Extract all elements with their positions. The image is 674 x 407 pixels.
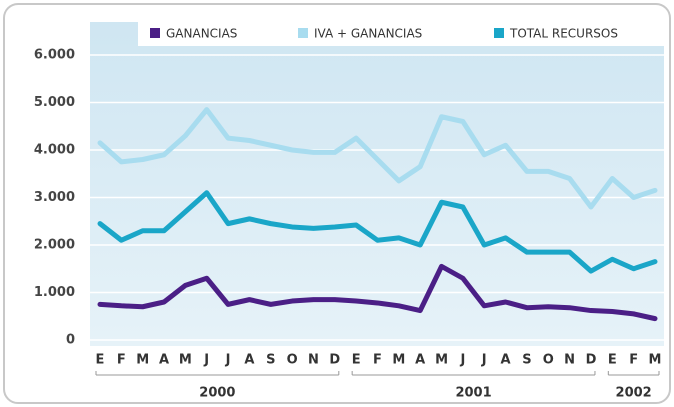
x-tick-label: M (392, 353, 405, 368)
x-tick-label: J (225, 353, 231, 368)
plot-area (90, 22, 664, 346)
y-tick-label: 0 (66, 333, 75, 348)
x-tick-label: F (117, 353, 126, 368)
x-tick-label: N (308, 353, 319, 368)
legend-swatch (494, 28, 504, 38)
series-line (97, 263, 658, 322)
y-tick-label: 6.000 (34, 48, 75, 63)
x-tick-label: D (329, 353, 340, 368)
legend-swatch (298, 28, 308, 38)
legend-swatch (150, 28, 160, 38)
year-label: 2001 (455, 386, 491, 401)
x-tick-label: F (629, 353, 638, 368)
x-tick-label: D (586, 353, 597, 368)
legend-label: GANANCIAS (166, 27, 237, 41)
x-tick-label: M (649, 353, 662, 368)
y-tick-label: 4.000 (34, 143, 75, 158)
x-tick-label: A (501, 353, 511, 368)
y-tick-label: 2.000 (34, 238, 75, 253)
x-tick-label: S (522, 353, 531, 368)
x-tick-label: E (96, 353, 105, 368)
x-tick-label: A (415, 353, 425, 368)
x-tick-label: A (159, 353, 169, 368)
x-tick-label: E (608, 353, 617, 368)
x-tick-label: M (179, 353, 192, 368)
x-tick-label: M (435, 353, 448, 368)
x-tick-label: S (266, 353, 275, 368)
x-tick-label: O (287, 353, 298, 368)
x-tick-label: M (136, 353, 149, 368)
legend-box (138, 20, 664, 46)
y-tick-label: 3.000 (34, 190, 75, 205)
x-tick-label: A (244, 353, 254, 368)
x-tick-label: N (564, 353, 575, 368)
legend-label: IVA + GANANCIAS (314, 27, 422, 41)
x-tick-label: J (459, 353, 465, 368)
y-tick-label: 1.000 (34, 285, 75, 300)
series-line (97, 107, 658, 210)
year-label: 2002 (616, 386, 652, 401)
year-label: 2000 (199, 386, 235, 401)
x-tick-label: J (481, 353, 487, 368)
x-tick-label: E (352, 353, 361, 368)
x-tick-label: F (373, 353, 382, 368)
x-tick-label: J (203, 353, 209, 368)
series-line (97, 190, 658, 274)
legend-label: TOTAL RECURSOS (509, 27, 618, 41)
x-tick-label: O (543, 353, 554, 368)
y-tick-label: 5.000 (34, 95, 75, 110)
